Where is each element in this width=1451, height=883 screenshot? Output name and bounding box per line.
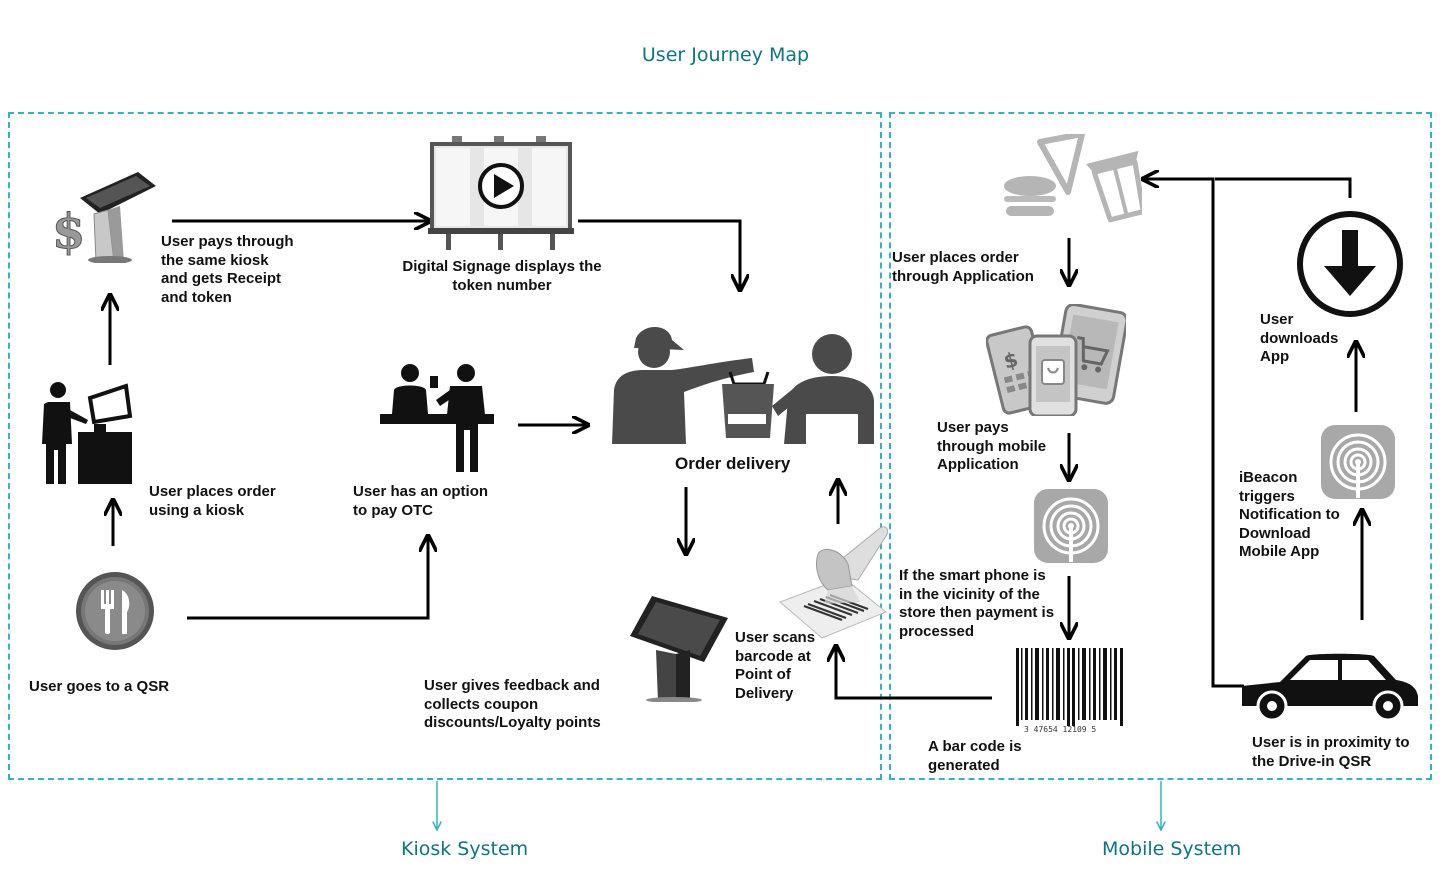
- label-order-delivery: Order delivery: [675, 454, 791, 473]
- arrow-barcode-to-scanner: [836, 646, 992, 700]
- page-title: User Journey Map: [641, 44, 810, 66]
- label-proximity: User is in proximity to the Drive-in QSR: [1252, 734, 1410, 770]
- barcode-scanner-icon: [779, 526, 889, 639]
- label-signage: Digital Signage displays the token numbe…: [402, 258, 602, 294]
- counter-service-icon: [380, 364, 494, 472]
- ibeacon-icon: [1034, 489, 1108, 563]
- download-icon: [1297, 211, 1403, 317]
- mobile-payment-icon: $: [986, 304, 1126, 416]
- svg-text:$: $: [52, 204, 85, 260]
- label-pays-kiosk: User pays through the same kiosk and get…: [161, 233, 294, 306]
- car-icon: [1242, 653, 1418, 722]
- label-places-order-kiosk: User places order using a kiosk: [149, 483, 276, 519]
- mobile-system-label: Mobile System: [1102, 838, 1242, 860]
- fork-knife-icon: [76, 572, 154, 650]
- person-at-kiosk-icon: [42, 382, 133, 484]
- label-downloads-app: User downloads App: [1260, 311, 1339, 365]
- label-goes-to-qsr: User goes to a QSR: [29, 678, 170, 695]
- feedback-kiosk-icon: [630, 596, 728, 702]
- label-places-order-app: User places order through Application: [892, 249, 1034, 285]
- arrow-car-to-food: [1143, 179, 1244, 688]
- label-barcode-generated: A bar code is generated: [928, 738, 1022, 774]
- delivery-handover-icon: [612, 326, 874, 444]
- label-feedback: User gives feedback and collects coupon …: [424, 677, 601, 731]
- food-icons: [1004, 134, 1142, 223]
- label-pays-mobile: User pays through mobile Application: [937, 419, 1047, 473]
- ibeacon-notification-icon: [1321, 425, 1395, 499]
- arrow-download-to-food: [1215, 177, 1352, 198]
- barcode-icon: 3 47654 12109 5: [1016, 648, 1123, 734]
- label-payment-processed: If the smart phone is in the vicinity of…: [899, 567, 1055, 640]
- label-scans-barcode: User scans barcode at Point of Delivery: [735, 629, 816, 702]
- svg-text:$: $: [1001, 347, 1020, 374]
- payment-kiosk-icon: $: [52, 172, 156, 263]
- svg-text:3 47654 12109 5: 3 47654 12109 5: [1024, 725, 1096, 734]
- arrow-signage-to-delivery: [578, 219, 740, 290]
- label-ibeacon: iBeacon triggers Notification to Downloa…: [1239, 469, 1340, 560]
- kiosk-system-frame: [8, 112, 882, 780]
- kiosk-system-label: Kiosk System: [401, 838, 529, 860]
- mobile-system-frame: [889, 112, 1432, 780]
- label-pay-otc: User has an option to pay OTC: [353, 483, 489, 519]
- billboard-play-icon: [428, 136, 574, 250]
- arrow-qsr-to-otc: [187, 536, 428, 620]
